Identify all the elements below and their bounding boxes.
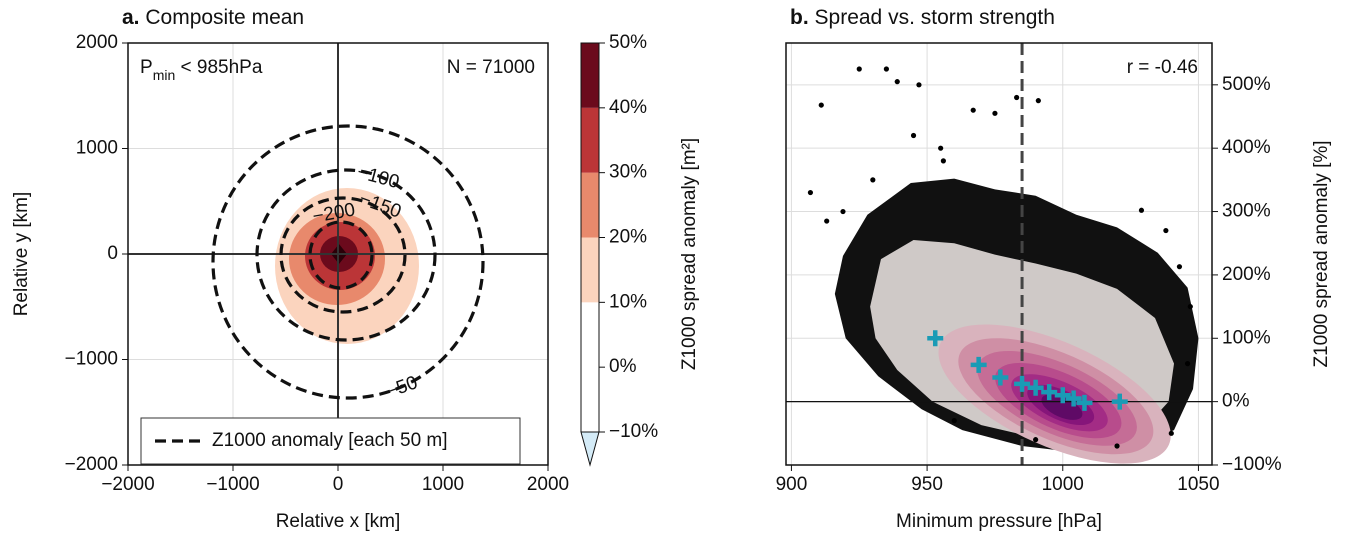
legend-label: Z1000 anomaly [each 50 m] <box>212 430 448 451</box>
point <box>856 66 862 72</box>
frame <box>785 42 1213 466</box>
condition: Pmin < 985hPa <box>140 57 263 83</box>
condition-part: P <box>140 57 153 78</box>
y-tick-label: 400% <box>1222 137 1271 158</box>
contour-line <box>279 196 407 314</box>
x-tick-label: 2000 <box>527 474 569 495</box>
point <box>940 158 946 164</box>
point <box>1163 227 1169 234</box>
point <box>970 107 976 113</box>
point <box>894 79 900 85</box>
colorbar-tick-label: 20% <box>609 227 647 248</box>
x-tick-label: 1000 <box>422 474 464 495</box>
mean-marker <box>927 330 944 347</box>
y-tick-label: 1000 <box>76 138 118 159</box>
colorbar-band <box>581 302 599 368</box>
point <box>916 82 922 88</box>
colorbar-band <box>581 237 599 303</box>
point <box>1033 437 1039 443</box>
colorbar-tick-label: 30% <box>609 162 647 183</box>
point <box>1035 98 1041 104</box>
mean-marker <box>1111 393 1128 410</box>
contour-line <box>308 220 374 290</box>
panel-title-text: Spread vs. storm strength <box>815 6 1055 29</box>
colorbar-label: Z1000 spread anomaly [m²] <box>679 138 700 370</box>
point <box>870 177 876 183</box>
count: N = 71000 <box>447 57 535 78</box>
density-level <box>1041 394 1083 420</box>
mean-marker <box>992 369 1009 386</box>
point <box>818 102 824 108</box>
mean-marker <box>1027 379 1044 396</box>
x-tick-label: 900 <box>776 474 808 495</box>
colorbar-tick-label: 10% <box>609 291 647 312</box>
colorbar-band <box>581 43 599 108</box>
annotation: r = -0.46 <box>1127 57 1198 78</box>
y-tick-label: −100% <box>1222 454 1282 475</box>
panel-title: a. Composite mean <box>122 6 304 29</box>
mean-marker <box>970 356 987 373</box>
y-axis-label: Z1000 spread anomaly [%] <box>1311 140 1332 367</box>
legend-box <box>140 417 521 465</box>
point <box>1187 303 1193 310</box>
x-axis-label: Relative x [km] <box>276 511 401 532</box>
y-tick-label: 500% <box>1222 74 1271 95</box>
panel-letter: b. <box>790 6 809 29</box>
point <box>1138 207 1145 213</box>
point <box>883 66 889 72</box>
mean-marker <box>1054 387 1071 404</box>
mean-marker <box>1041 384 1058 401</box>
y-tick-label: 0 <box>107 243 118 264</box>
point <box>992 110 998 116</box>
x-tick-label: 0 <box>333 474 344 495</box>
y-tick-label: −1000 <box>65 349 118 370</box>
contour-line <box>211 124 485 400</box>
y-tick-label: 100% <box>1222 327 1271 348</box>
panel-title: b. Spread vs. storm strength <box>790 6 1055 29</box>
panel-letter: a. <box>122 6 140 29</box>
x-tick-label: −1000 <box>206 474 259 495</box>
condition-part: < 985hPa <box>175 57 263 78</box>
frame <box>127 42 549 466</box>
colorbar-extend <box>580 431 600 467</box>
mean-marker <box>1014 375 1031 392</box>
point <box>824 218 830 224</box>
point <box>910 132 917 139</box>
colorbar-band <box>581 172 599 238</box>
point <box>1014 94 1020 101</box>
colorbar-band <box>581 367 599 432</box>
x-tick-label: 1050 <box>1177 474 1219 495</box>
point <box>807 189 814 196</box>
point <box>951 418 957 424</box>
y-tick-label: 200% <box>1222 264 1271 285</box>
colorbar-tick-label: 40% <box>609 97 647 118</box>
point <box>1184 361 1191 367</box>
contour-line <box>255 168 437 342</box>
y-tick-label: 300% <box>1222 201 1271 222</box>
point <box>840 208 846 215</box>
y-axis-label: Relative y [km] <box>11 192 32 317</box>
y-tick-label: 2000 <box>76 32 118 53</box>
y-tick-label: 0% <box>1222 391 1250 412</box>
y-tick-label: −2000 <box>65 454 118 475</box>
condition-part: min <box>153 67 176 83</box>
x-axis-label: Minimum pressure [hPa] <box>896 511 1102 532</box>
point <box>1168 430 1174 436</box>
point <box>1114 443 1120 449</box>
mean-marker <box>1065 390 1082 407</box>
point <box>1176 264 1183 270</box>
colorbar-band <box>581 107 599 173</box>
colorbar-tick-label: −10% <box>609 421 658 442</box>
point <box>938 145 944 151</box>
panel-title-text: Composite mean <box>145 6 304 29</box>
mean-marker <box>1076 394 1093 411</box>
x-tick-label: 950 <box>911 474 943 495</box>
colorbar-tick-label: 0% <box>609 356 637 377</box>
colorbar-tick-label: 50% <box>609 32 647 53</box>
x-tick-label: 1000 <box>1042 474 1084 495</box>
x-tick-label: −2000 <box>101 474 154 495</box>
